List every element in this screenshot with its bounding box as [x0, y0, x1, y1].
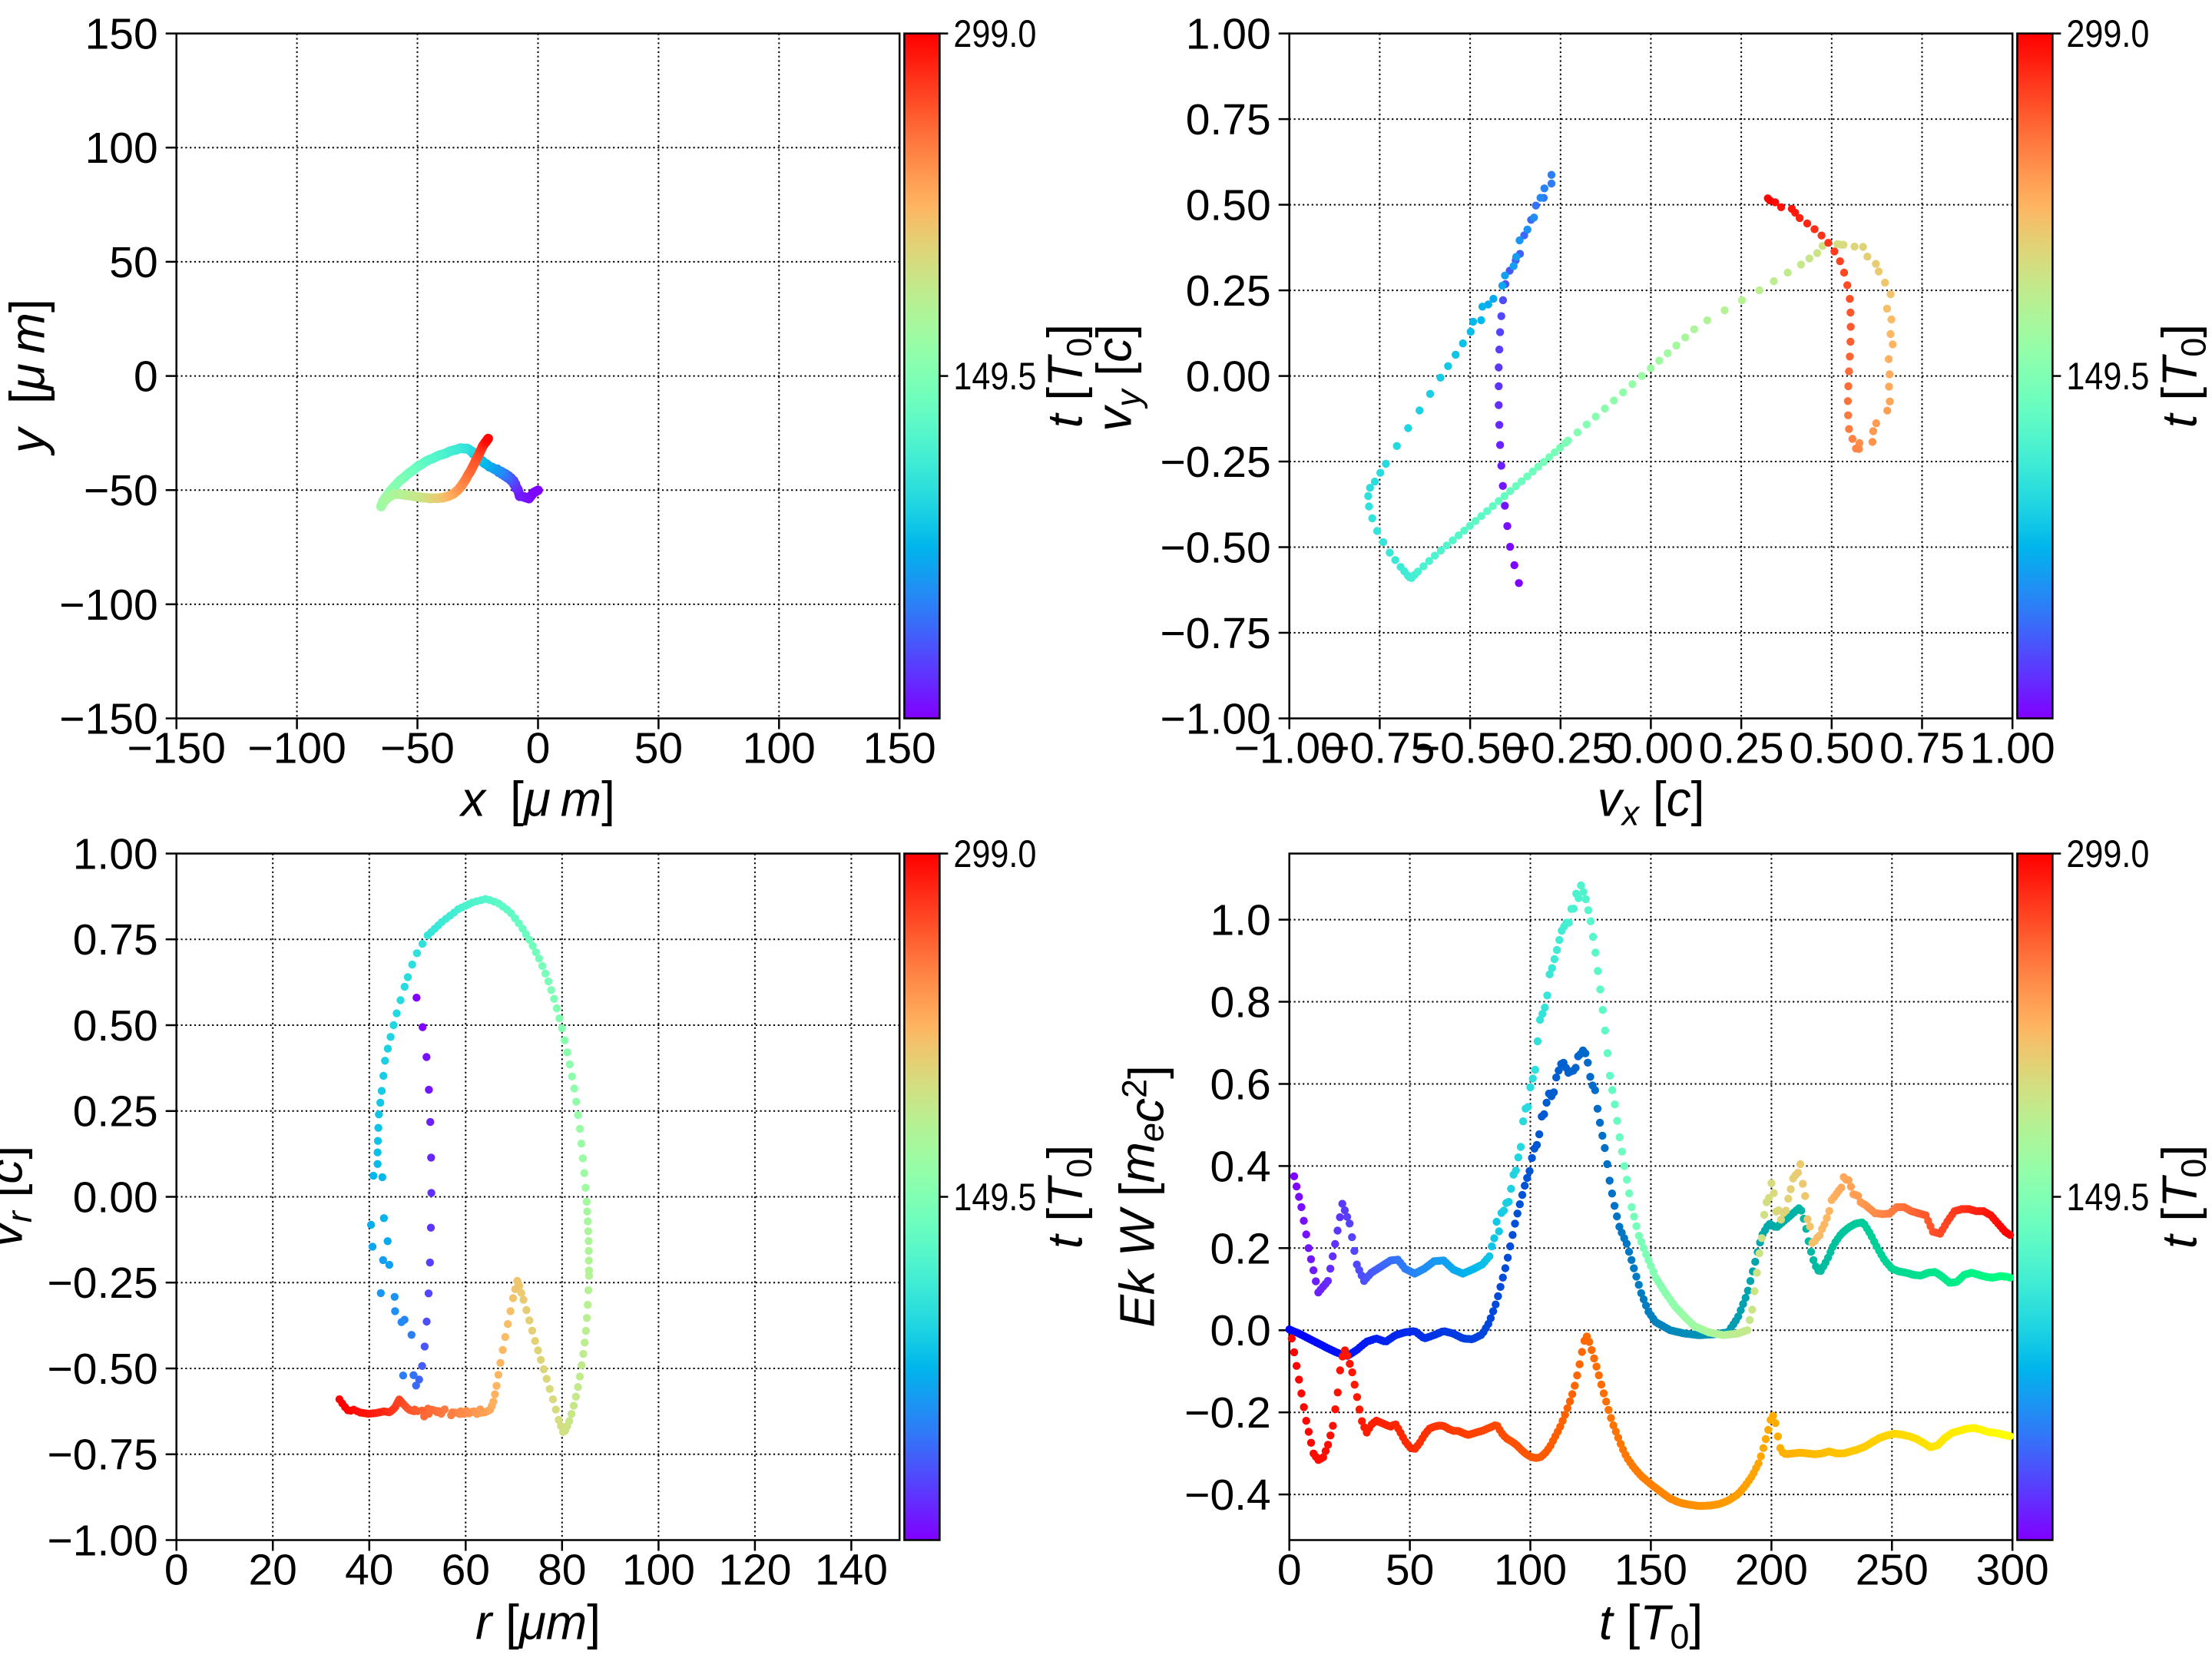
svg-text:149.5: 149.5 [953, 1176, 1036, 1219]
svg-text:299.0: 299.0 [2066, 832, 2149, 875]
svg-text:−100: −100 [59, 581, 157, 630]
svg-text:0.0: 0.0 [1210, 1306, 1270, 1355]
svg-text:x [μ m]: x [μ m] [459, 771, 615, 826]
svg-text:−150: −150 [127, 724, 226, 773]
svg-text:50: 50 [1386, 1545, 1434, 1594]
svg-text:vy [c]: vy [c] [1086, 324, 1147, 432]
svg-text:100: 100 [622, 1545, 695, 1594]
svg-text:t [T0]: t [T0] [2151, 1145, 2212, 1249]
svg-text:t [T0]: t [T0] [1037, 324, 1098, 428]
svg-text:120: 120 [718, 1545, 791, 1594]
svg-text:1.00: 1.00 [1186, 10, 1271, 59]
svg-text:−0.2: −0.2 [1184, 1388, 1271, 1438]
svg-text:0.25: 0.25 [1186, 266, 1271, 316]
svg-text:149.5: 149.5 [2066, 355, 2149, 398]
svg-text:0.50: 0.50 [73, 1001, 158, 1051]
svg-text:0.25: 0.25 [1699, 724, 1784, 773]
svg-text:vx [c]: vx [c] [1598, 771, 1705, 832]
svg-text:0.50: 0.50 [1789, 724, 1874, 773]
svg-text:150: 150 [863, 724, 936, 773]
svg-text:0.2: 0.2 [1210, 1224, 1270, 1273]
svg-text:−0.75: −0.75 [1160, 609, 1270, 658]
svg-text:0.00: 0.00 [1608, 724, 1694, 773]
svg-text:t [T0]: t [T0] [1037, 1145, 1098, 1249]
svg-text:t [T0]: t [T0] [1599, 1594, 1703, 1656]
svg-text:−50: −50 [84, 466, 158, 515]
svg-text:0.50: 0.50 [1186, 181, 1271, 230]
svg-text:0: 0 [526, 724, 551, 773]
svg-text:200: 200 [1735, 1545, 1808, 1594]
svg-text:y [μ m]: y [μ m] [0, 299, 55, 456]
svg-text:250: 250 [1856, 1545, 1929, 1594]
svg-text:150: 150 [85, 10, 158, 59]
svg-text:0.75: 0.75 [73, 915, 158, 965]
svg-text:20: 20 [248, 1545, 296, 1594]
svg-text:100: 100 [85, 124, 158, 173]
svg-text:−0.75: −0.75 [47, 1431, 157, 1480]
svg-text:−1.00: −1.00 [1234, 724, 1345, 773]
svg-text:0.00: 0.00 [1186, 352, 1271, 402]
svg-text:−150: −150 [59, 695, 157, 744]
svg-text:−0.25: −0.25 [47, 1259, 157, 1308]
svg-text:149.5: 149.5 [2066, 1176, 2149, 1219]
svg-text:0.75: 0.75 [1879, 724, 1965, 773]
svg-text:0: 0 [134, 352, 158, 402]
svg-text:100: 100 [1494, 1545, 1567, 1594]
svg-text:vr [c]: vr [c] [0, 1146, 38, 1247]
svg-text:299.0: 299.0 [953, 832, 1036, 875]
svg-text:300: 300 [1976, 1545, 2049, 1594]
svg-text:−50: −50 [380, 724, 455, 773]
svg-text:0: 0 [1277, 1545, 1302, 1594]
svg-text:50: 50 [109, 238, 157, 287]
svg-text:0.6: 0.6 [1210, 1060, 1270, 1109]
svg-text:50: 50 [634, 724, 683, 773]
svg-text:0.25: 0.25 [73, 1087, 158, 1137]
svg-text:−1.00: −1.00 [1160, 695, 1270, 744]
svg-text:299.0: 299.0 [2066, 12, 2149, 55]
svg-text:−0.50: −0.50 [1415, 724, 1525, 773]
svg-text:150: 150 [1614, 1545, 1687, 1594]
svg-text:80: 80 [538, 1545, 586, 1594]
svg-text:140: 140 [815, 1545, 888, 1594]
svg-text:−0.4: −0.4 [1184, 1471, 1271, 1520]
svg-text:−1.00: −1.00 [47, 1517, 157, 1566]
svg-text:−0.25: −0.25 [1160, 438, 1270, 487]
svg-text:149.5: 149.5 [953, 355, 1036, 398]
svg-text:1.00: 1.00 [1970, 724, 2055, 773]
svg-text:299.0: 299.0 [953, 12, 1036, 55]
svg-text:100: 100 [743, 724, 816, 773]
svg-text:−0.50: −0.50 [1160, 524, 1270, 573]
svg-text:0.8: 0.8 [1210, 978, 1270, 1027]
svg-text:40: 40 [345, 1545, 393, 1594]
svg-text:r [μm]: r [μm] [475, 1594, 601, 1649]
svg-text:−0.25: −0.25 [1505, 724, 1616, 773]
svg-text:1.0: 1.0 [1210, 896, 1270, 945]
svg-text:−0.50: −0.50 [47, 1345, 157, 1394]
svg-text:−0.75: −0.75 [1324, 724, 1435, 773]
svg-text:60: 60 [442, 1545, 490, 1594]
svg-text:t [T0]: t [T0] [2151, 324, 2212, 428]
svg-text:Ek W [mec2]: Ek W [mec2] [1109, 1065, 1174, 1328]
svg-text:0.4: 0.4 [1210, 1142, 1270, 1191]
svg-text:0: 0 [164, 1545, 189, 1594]
svg-text:−100: −100 [247, 724, 346, 773]
svg-text:1.00: 1.00 [73, 830, 158, 879]
svg-text:0.75: 0.75 [1186, 95, 1271, 144]
svg-text:0.00: 0.00 [73, 1173, 158, 1223]
